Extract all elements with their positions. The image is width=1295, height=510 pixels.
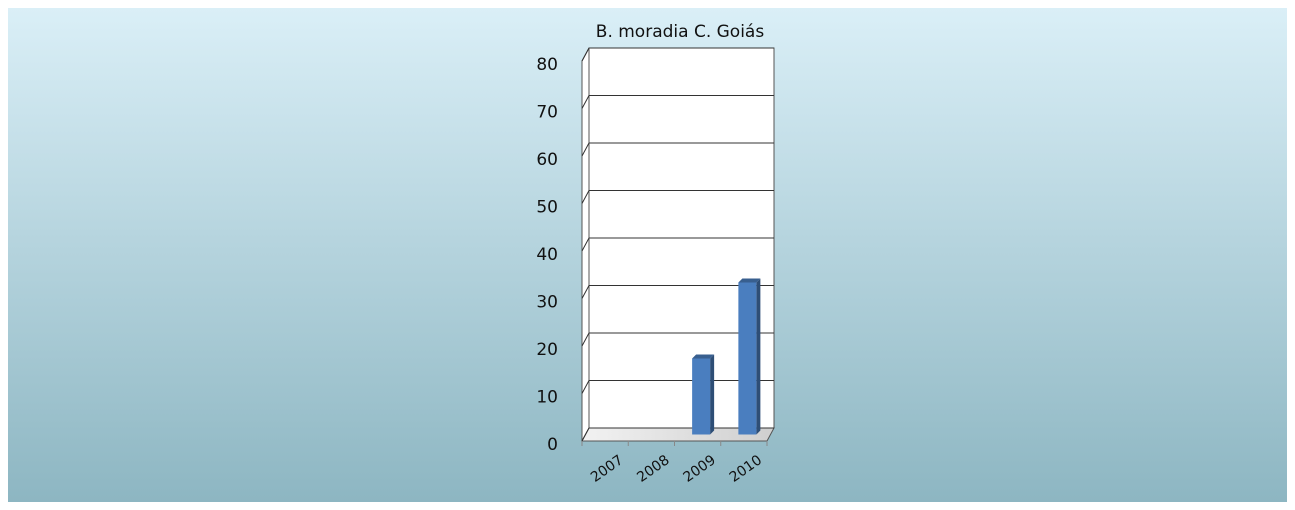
y-tick-label: 70 bbox=[536, 103, 558, 123]
bar-top bbox=[738, 278, 761, 283]
y-tick-label: 50 bbox=[536, 198, 558, 218]
grid-line bbox=[581, 332, 774, 347]
bar bbox=[692, 354, 715, 435]
y-tick-label: 20 bbox=[536, 340, 558, 360]
bar-side bbox=[710, 354, 715, 435]
y-tick-label: 10 bbox=[536, 388, 558, 408]
y-tick-label: 30 bbox=[536, 293, 558, 313]
grid-line bbox=[581, 95, 774, 109]
grid-line bbox=[581, 47, 774, 62]
bar-side bbox=[756, 278, 761, 435]
grid-line bbox=[581, 190, 774, 204]
grid-line bbox=[581, 237, 774, 252]
y-tick-label: 60 bbox=[536, 150, 558, 170]
grid-line bbox=[581, 285, 774, 299]
bar-front bbox=[692, 358, 711, 435]
grid-line bbox=[581, 142, 774, 157]
y-tick-label: 40 bbox=[536, 245, 558, 265]
chart-title: B. moradia C. Goiás bbox=[596, 22, 765, 42]
y-tick-label: 0 bbox=[547, 435, 558, 455]
bar-top bbox=[692, 354, 715, 359]
bar bbox=[738, 278, 761, 435]
y-tick-label: 80 bbox=[536, 55, 558, 75]
bar-front bbox=[738, 282, 757, 435]
